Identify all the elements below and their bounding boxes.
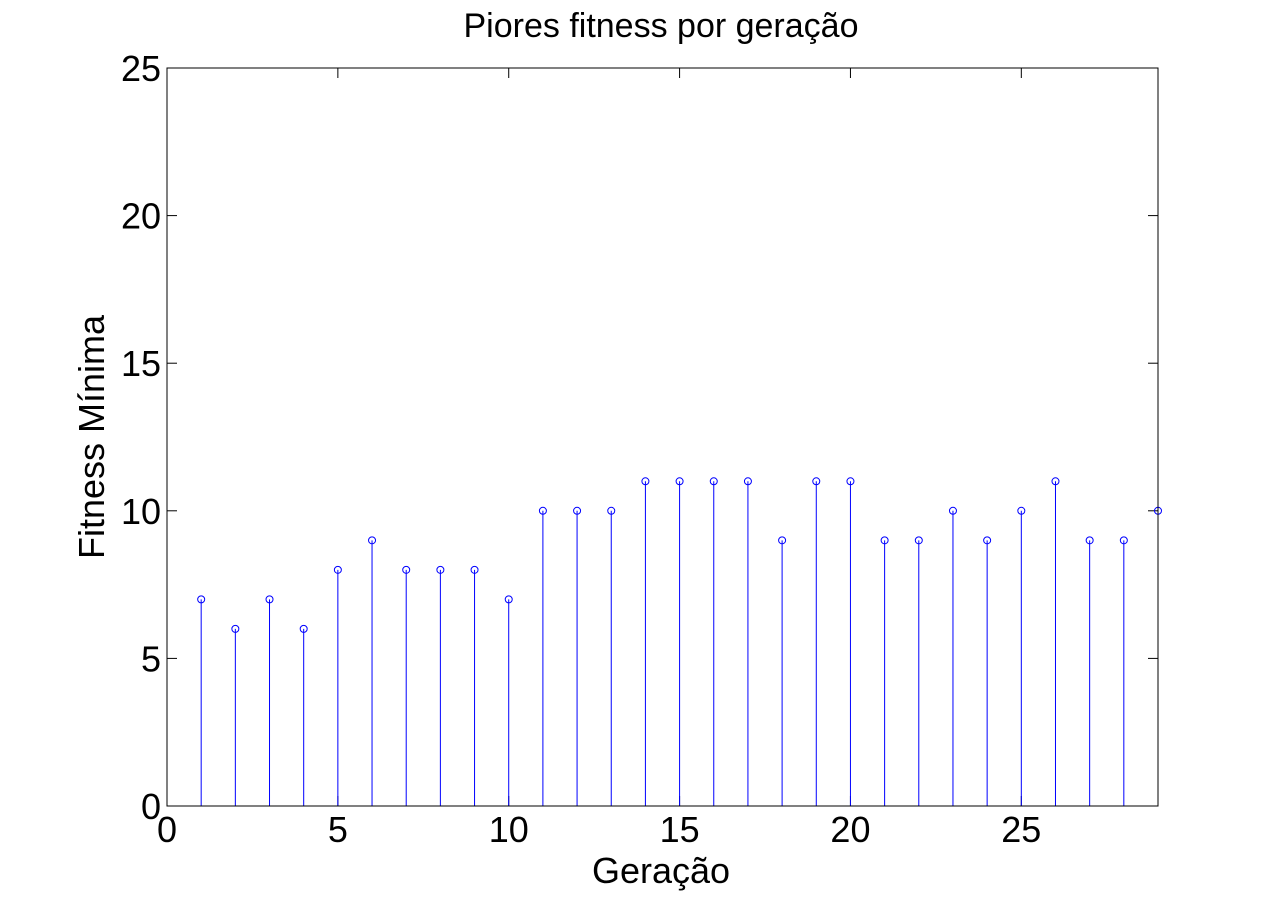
stem-marker [504, 595, 513, 604]
stem-marker [880, 536, 889, 545]
x-tick-label: 10 [489, 809, 529, 850]
stem-marker [948, 506, 957, 515]
stem-series [197, 477, 1162, 806]
stem-marker [1085, 536, 1094, 545]
y-tick-label: 0 [141, 786, 161, 827]
stem-marker [812, 477, 821, 486]
stem-marker [402, 565, 411, 574]
stem-marker [641, 477, 650, 486]
y-tick-label: 15 [121, 343, 161, 384]
y-tick-label: 5 [141, 638, 161, 679]
stem-marker [573, 506, 582, 515]
y-tick-label: 25 [121, 48, 161, 89]
stem-marker [470, 565, 479, 574]
stem-marker [1119, 536, 1128, 545]
x-tick-label: 20 [830, 809, 870, 850]
stem-marker [675, 477, 684, 486]
chart-title: Piores fitness por geração [464, 7, 859, 45]
stem-marker [1051, 477, 1060, 486]
y-tick-label: 10 [121, 491, 161, 532]
x-tick-label: 15 [660, 809, 700, 850]
stem-marker [197, 595, 206, 604]
x-axis-label: Geração [592, 850, 730, 891]
stem-marker [538, 506, 547, 515]
stem-marker [333, 565, 342, 574]
stem-marker [231, 624, 240, 633]
stem-marker [436, 565, 445, 574]
stem-marker [983, 536, 992, 545]
stem-marker [1017, 506, 1026, 515]
stem-marker [299, 624, 308, 633]
stem-marker [778, 536, 787, 545]
stem-marker [607, 506, 616, 515]
x-tick-label: 5 [328, 809, 348, 850]
axis-ticks: 0 5 10 15 20 25 0 5 10 15 20 25 [121, 48, 1158, 850]
stem-marker [368, 536, 377, 545]
stem-marker [846, 477, 855, 486]
stem-marker [743, 477, 752, 486]
y-tick-label: 20 [121, 196, 161, 237]
stem-marker [709, 477, 718, 486]
plot-area-frame [166, 67, 1159, 807]
stem-marker [265, 595, 274, 604]
x-tick-label: 25 [1001, 809, 1041, 850]
x-tick-label: 0 [157, 809, 177, 850]
y-axis-label: Fitness Mínima [71, 314, 112, 559]
stem-marker [914, 536, 923, 545]
